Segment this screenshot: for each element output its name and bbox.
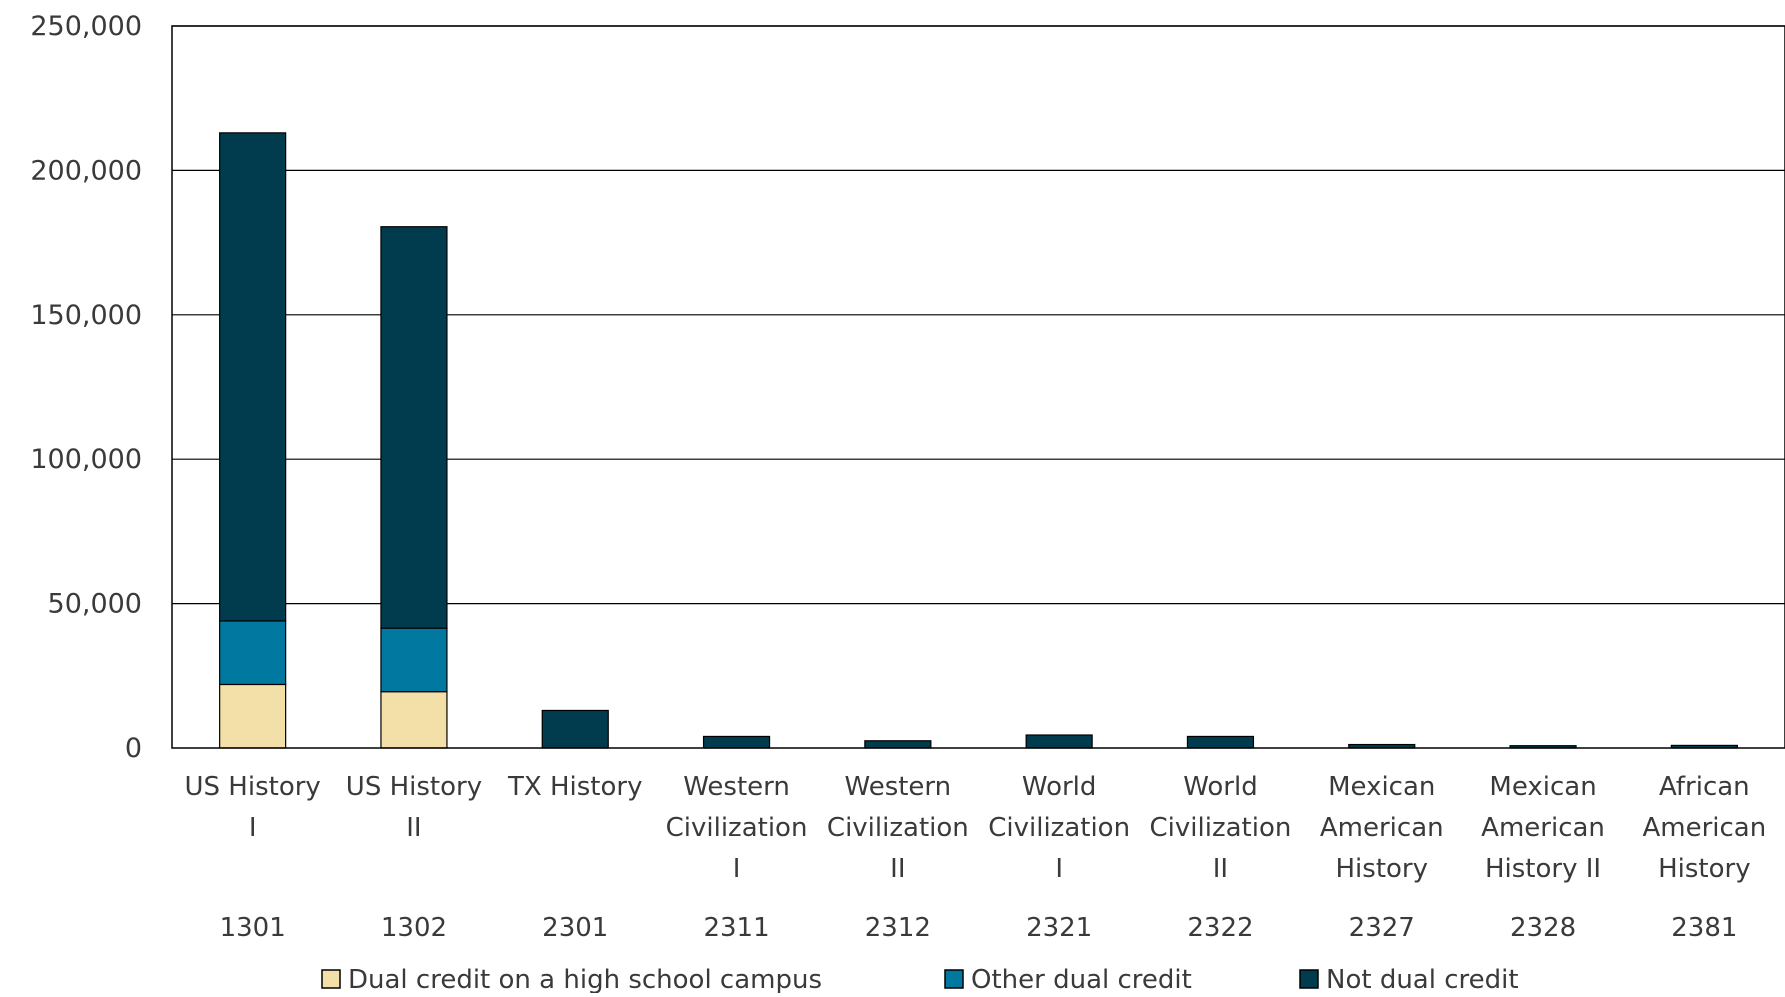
x-tick-label: II [890,854,905,884]
bar-segment [702,735,771,749]
y-axis: 0 50,000 100,000 150,000 200,000 250,000 [30,11,142,764]
bar-segment [219,683,287,749]
y-tick-label: 200,000 [30,155,142,186]
bar-segment [864,740,932,749]
x-course-code: 2311 [703,913,769,943]
legend-swatch [1299,969,1319,989]
bar-segment [1186,735,1255,749]
bars [219,132,1738,749]
x-course-code: 2321 [1026,913,1092,943]
x-tick-label: US History [346,772,482,802]
x-tick-label: I [1055,854,1063,884]
bar-segment [219,132,287,622]
legend-swatch [321,969,341,989]
x-tick-label: Civilization [666,813,808,843]
y-tick-label: 100,000 [30,444,142,475]
x-tick-label: History [1658,854,1751,884]
x-tick-label: Civilization [827,813,969,843]
x-tick-label: Western [683,772,790,802]
x-tick-label: Western [845,772,952,802]
legend-swatch [944,969,964,989]
legend-label: Not dual credit [1326,965,1519,993]
bar-segment [380,691,448,749]
y-tick-label: 250,000 [30,11,142,42]
x-tick-label: Mexican [1489,772,1596,802]
x-tick-label: Civilization [1150,813,1292,843]
x-course-code: 2301 [542,913,608,943]
legend-label: Other dual credit [971,965,1192,993]
legend: Dual credit on a high school campus Other… [321,965,1519,995]
bar-segment [380,627,448,693]
x-tick-label: TX History [507,772,642,802]
x-tick-label: Civilization [988,813,1130,843]
legend-label: Dual credit on a high school campus [348,965,822,993]
x-tick-label: American [1320,813,1444,843]
y-tick-label: 50,000 [48,589,142,620]
x-tick-label: African [1659,772,1750,802]
x-tick-label: American [1642,813,1766,843]
y-tick-label: 0 [125,733,142,764]
x-course-code: 1302 [381,913,447,943]
bar-segment [1025,734,1093,749]
y-tick-label: 150,000 [30,300,142,331]
x-course-code: 1301 [220,913,286,943]
x-course-code: 2328 [1510,913,1576,943]
x-tick-label: I [249,813,257,843]
x-tick-label: Mexican [1328,772,1435,802]
x-tick-label: II [1213,854,1228,884]
bar-segment [541,709,609,749]
x-tick-label: II [406,813,421,843]
x-tick-label: American [1481,813,1605,843]
plot-frame [171,25,1785,749]
x-tick-label: History II [1485,854,1601,884]
bar-segment [380,226,448,629]
x-tick-label: History [1336,854,1429,884]
x-course-code: 2322 [1187,913,1253,943]
x-course-code: 2381 [1671,913,1737,943]
x-course-code: 2312 [865,913,931,943]
x-course-code: 2327 [1349,913,1415,943]
x-tick-label: World [1022,772,1097,802]
x-tick-label: World [1183,772,1258,802]
x-tick-label: US History [185,772,321,802]
x-tick-label: I [733,854,741,884]
bar-segment [219,620,287,686]
